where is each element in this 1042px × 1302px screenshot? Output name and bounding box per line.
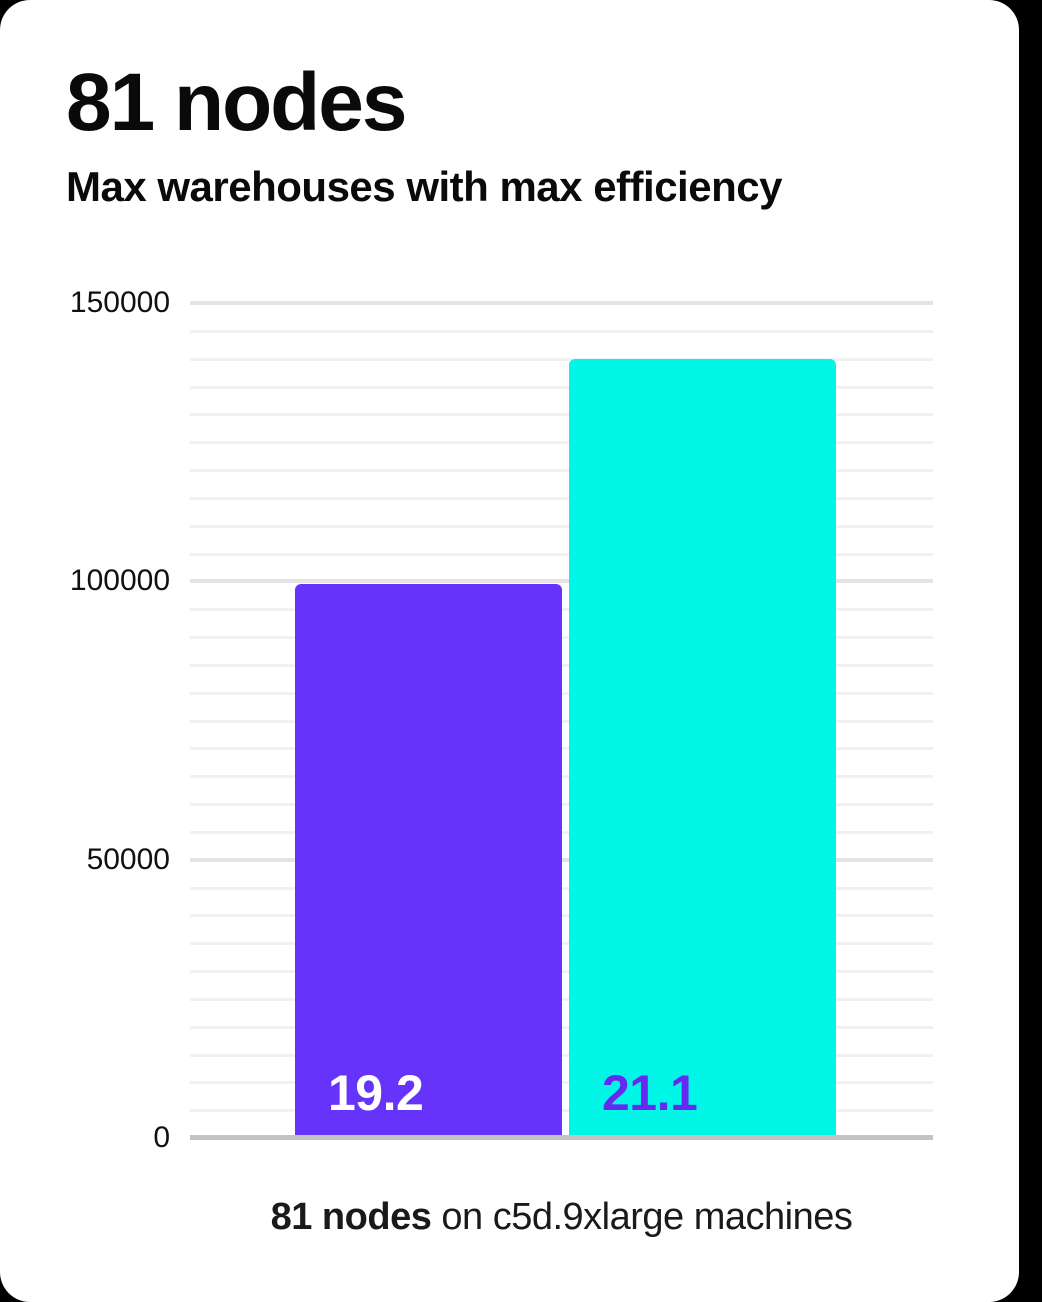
- y-tick-label: 100000: [69, 564, 170, 598]
- minor-gridline: [190, 357, 933, 361]
- plot-area: 19.2 21.1: [190, 301, 933, 1140]
- x-axis-line: [190, 1135, 933, 1140]
- card: 81 nodes Max warehouses with max efficie…: [0, 0, 1019, 1302]
- minor-gridline: [190, 385, 933, 389]
- minor-gridline: [190, 496, 933, 500]
- bar-chart: 0 50000 100000 150000 19.2 21.1: [40, 0, 933, 1302]
- bar-21.1: 21.1: [569, 358, 836, 1138]
- caption: 81 nodes on c5d.9xlarge machines: [190, 1196, 933, 1239]
- minor-gridline: [190, 469, 933, 472]
- major-gridline: [190, 301, 933, 305]
- page-subtitle: Max warehouses with max efficiency: [66, 163, 782, 210]
- minor-gridline: [190, 413, 933, 417]
- minor-gridline: [190, 441, 933, 445]
- caption-bold-text: 81 nodes: [270, 1196, 432, 1238]
- caption-text: on c5d.9xlarge machines: [431, 1196, 853, 1238]
- y-tick-label: 0: [153, 1121, 170, 1154]
- bar-value-label: 21.1: [602, 1065, 698, 1121]
- y-axis: 0 50000 100000 150000: [40, 0, 170, 1302]
- minor-gridline: [190, 524, 933, 528]
- major-gridline: [190, 579, 933, 584]
- minor-gridline: [190, 329, 933, 333]
- bar-19.2: 19.2: [295, 584, 562, 1138]
- bar-value-label: 19.2: [328, 1065, 424, 1121]
- minor-gridline: [190, 552, 933, 556]
- y-tick-label: 150000: [69, 286, 170, 319]
- page-title: 81 nodes: [66, 57, 407, 148]
- y-tick-label: 50000: [86, 842, 170, 876]
